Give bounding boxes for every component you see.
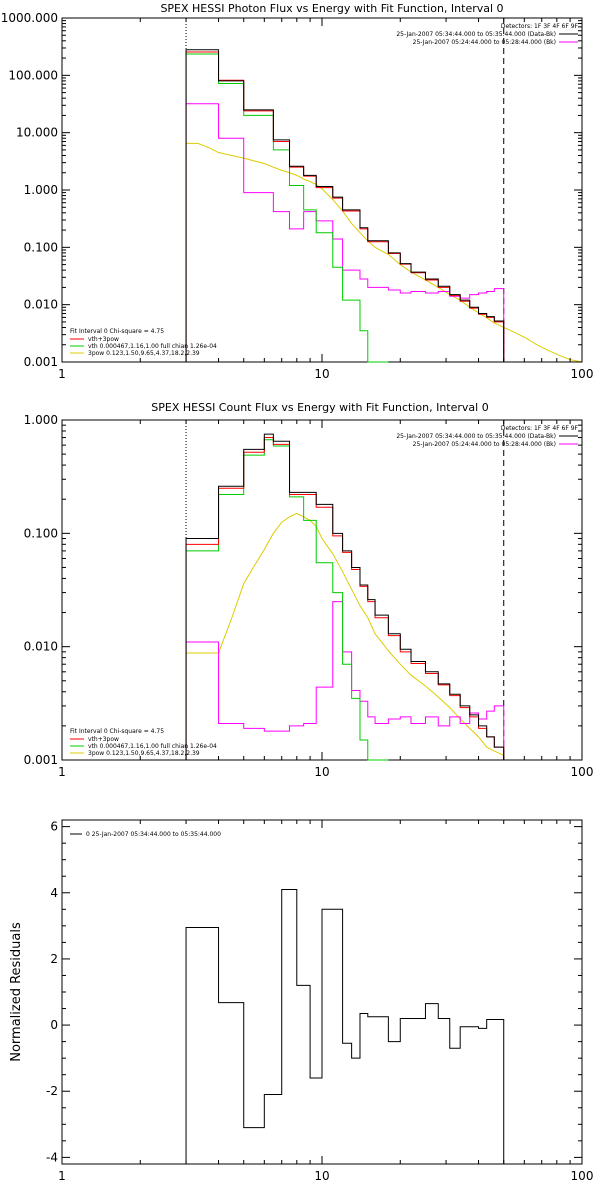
count-flux-series-3 (185, 601, 505, 760)
count-flux-series-2 (185, 439, 389, 761)
residuals-y-tick-label: 2 (50, 952, 58, 966)
count-flux-legend-3pow: 3pow 0.123,1.50,9.65,4.37,18.2,2.39 (88, 750, 200, 757)
photon-flux-x-tick-label: 1 (58, 367, 66, 381)
count-flux-header-bk-interval: 25-Jan-2007 05:24:44.000 to 05:28:44.000… (413, 441, 556, 448)
count-flux-header-detectors: Detectors: 1F 3F 4F 6F 9F (501, 425, 579, 432)
residuals-ticks: 1 10 100 -4 -2 0 2 4 6 (46, 820, 593, 1183)
count-flux-title: SPEX HESSI Count Flux vs Energy with Fit… (151, 401, 488, 414)
photon-flux-series-0 (185, 49, 505, 362)
photon-flux-legend-vth: vth 0.000467,1.16,1.00 full chian 1.26e-… (88, 343, 217, 350)
photon-flux-header-bk-interval: 25-Jan-2007 05:24:44.000 to 05:28:44.000… (413, 39, 556, 46)
residuals-y-tick-label: 0 (50, 1018, 58, 1032)
residuals-y-axis-label: Normalized Residuals (9, 922, 24, 1062)
photon-flux-series-1 (185, 51, 505, 362)
photon-flux-legend-total: vth+3pow (88, 336, 119, 343)
photon-flux-header-data-interval: 25-Jan-2007 05:34:44.000 to 05:35:44.000… (396, 31, 556, 38)
photon-flux-y-tick-label: 10.000 (16, 126, 58, 140)
photon-flux-y-tick-label: 1000.000 (1, 11, 58, 25)
residuals-series-0 (185, 888, 505, 1164)
residuals-x-tick-label: 100 (571, 1169, 594, 1183)
count-flux-x-tick-label: 100 (571, 765, 594, 779)
residuals-x-tick-label: 10 (314, 1169, 329, 1183)
count-flux-legend-total: vth+3pow (88, 736, 119, 743)
photon-flux-series-2 (185, 53, 389, 363)
residuals-marks (185, 888, 505, 1164)
photon-flux-y-tick-label: 0.010 (24, 298, 58, 312)
photon-flux-title: SPEX HESSI Photon Flux vs Energy with Fi… (160, 2, 503, 15)
photon-flux-legend-3pow: 3pow 0.123,1.50,9.65,4.37,18.2,2.39 (88, 350, 200, 357)
photon-flux-series-3 (185, 103, 505, 362)
residuals-y-tick-label: -4 (46, 1150, 58, 1164)
photon-flux-panel: SPEX HESSI Photon Flux vs Energy with Fi… (1, 2, 594, 381)
residuals-y-tick-label: 4 (50, 886, 58, 900)
photon-flux-series-4 (185, 142, 583, 363)
photon-flux-x-tick-label: 100 (571, 367, 594, 381)
photon-flux-marks (185, 18, 583, 363)
count-flux-ticks: 1 10 100 0.001 0.010 0.100 1.000 (24, 413, 594, 779)
count-flux-fit-label: Fit Interval 0 Chi-square = 4.75 (70, 728, 164, 735)
photon-flux-y-tick-label: 0.001 (24, 355, 58, 369)
photon-flux-ticks: 1 10 100 0.001 0.010 0.100 1.000 10.000 100.000 1… (1, 11, 594, 381)
photon-flux-header-detectors: Detectors: 1F 3F 4F 6F 9F (501, 23, 579, 30)
residuals-x-tick-label: 1 (58, 1169, 66, 1183)
residuals-panel: 1 10 100 -4 -2 0 2 4 6 0 25-Jan-2007 05:34:44.00… (9, 819, 593, 1183)
photon-flux-x-tick-label: 10 (314, 367, 329, 381)
count-flux-x-tick-label: 1 (58, 765, 66, 779)
count-flux-y-tick-label: 0.010 (24, 640, 58, 654)
count-flux-y-tick-label: 0.001 (24, 753, 58, 767)
count-flux-panel: SPEX HESSI Count Flux vs Energy with Fit… (24, 401, 594, 779)
residuals-y-tick-label: -2 (46, 1084, 58, 1098)
count-flux-marks (185, 420, 505, 761)
photon-flux-y-tick-label: 100.000 (8, 68, 58, 82)
photon-flux-y-tick-label: 1.000 (24, 183, 58, 197)
photon-flux-y-tick-label: 0.100 (24, 240, 58, 254)
count-flux-y-tick-label: 0.100 (24, 526, 58, 540)
count-flux-x-tick-label: 10 (314, 765, 329, 779)
residuals-y-tick-label: 6 (50, 820, 58, 834)
count-flux-y-tick-label: 1.000 (24, 413, 58, 427)
count-flux-header-data-interval: 25-Jan-2007 05:34:44.000 to 05:35:44.000… (396, 433, 556, 440)
photon-flux-fit-label: Fit Interval 0 Chi-square = 4.75 (70, 328, 164, 335)
residuals-legend-label: 0 25-Jan-2007 05:34:44.000 to 05:35:44.0… (86, 831, 221, 838)
count-flux-series-0 (185, 433, 505, 760)
count-flux-legend-vth: vth 0.000467,1.16,1.00 full chian 1.26e-… (88, 743, 217, 750)
